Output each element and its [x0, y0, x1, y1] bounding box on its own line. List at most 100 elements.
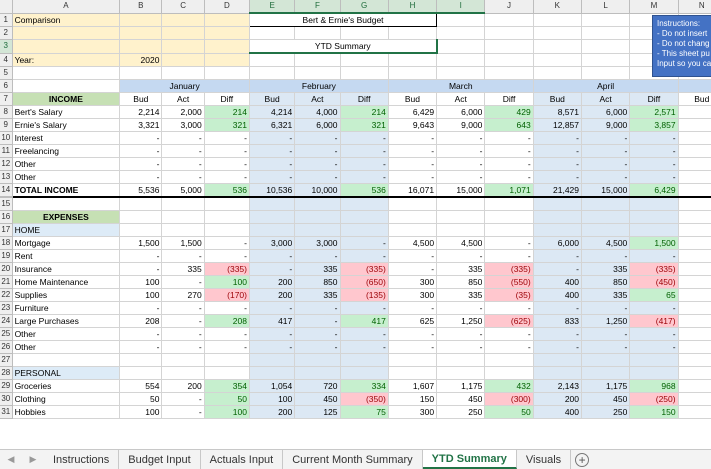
value-cell[interactable]: - — [161, 157, 205, 171]
value-cell[interactable]: - — [436, 340, 486, 354]
cell[interactable] — [340, 353, 389, 367]
value-cell[interactable]: - — [581, 301, 631, 315]
cell[interactable] — [204, 66, 250, 80]
value-cell[interactable]: 3,000 — [161, 118, 205, 132]
value-cell[interactable]: 200 — [249, 405, 296, 419]
sheet-title[interactable]: Comparison — [12, 13, 121, 27]
cell[interactable] — [204, 196, 250, 211]
cell[interactable] — [581, 210, 631, 224]
value-cell[interactable]: 300 — [388, 288, 438, 302]
cell[interactable] — [161, 196, 205, 211]
tab-budget-input[interactable]: Budget Input — [119, 450, 201, 469]
value-cell[interactable]: 335 — [581, 262, 631, 276]
value-cell[interactable]: - — [119, 262, 163, 276]
value-cell[interactable]: - — [629, 144, 679, 158]
value-cell[interactable]: 2,571 — [629, 105, 679, 119]
cell[interactable] — [119, 223, 163, 237]
cell[interactable] — [533, 53, 583, 67]
value-cell[interactable]: 6,000 — [294, 118, 341, 132]
value-cell[interactable]: - — [436, 170, 486, 184]
row-header[interactable]: 6 — [0, 79, 13, 93]
cell[interactable] — [629, 353, 679, 367]
cell[interactable] — [678, 210, 711, 224]
row-label[interactable]: Freelancing — [12, 144, 121, 158]
value-cell[interactable] — [678, 275, 711, 289]
value-cell[interactable]: - — [294, 144, 341, 158]
subheader-cell[interactable]: Diff — [340, 92, 389, 106]
value-cell[interactable]: - — [533, 301, 583, 315]
value-cell[interactable]: - — [204, 236, 250, 250]
row-label[interactable]: Large Purchases — [12, 314, 121, 328]
row-header[interactable]: 24 — [0, 314, 13, 328]
row-label[interactable]: Hobbies — [12, 405, 121, 419]
cell[interactable] — [119, 210, 163, 224]
value-cell[interactable]: 321 — [340, 118, 389, 132]
personal-subsection[interactable]: PERSONAL — [12, 366, 121, 380]
value-cell[interactable]: 50 — [204, 392, 250, 406]
cell[interactable] — [581, 353, 631, 367]
cell[interactable] — [581, 366, 631, 380]
value-cell[interactable]: - — [533, 144, 583, 158]
row-header[interactable]: 18 — [0, 236, 13, 250]
month-header[interactable]: February — [249, 79, 389, 93]
value-cell[interactable]: 1,250 — [436, 314, 486, 328]
value-cell[interactable]: - — [294, 131, 341, 145]
row-header[interactable]: 11 — [0, 144, 13, 158]
value-cell[interactable]: 4,500 — [581, 236, 631, 250]
value-cell[interactable]: - — [629, 170, 679, 184]
value-cell[interactable]: 335 — [436, 262, 486, 276]
value-cell[interactable]: - — [484, 144, 534, 158]
value-cell[interactable]: (250) — [629, 392, 679, 406]
cell[interactable] — [12, 39, 121, 54]
value-cell[interactable]: 850 — [436, 275, 486, 289]
cell[interactable] — [484, 353, 534, 367]
value-cell[interactable]: 643 — [484, 118, 534, 132]
cell[interactable] — [388, 53, 438, 67]
value-cell[interactable]: - — [484, 340, 534, 354]
cell[interactable] — [533, 26, 583, 40]
row-label[interactable]: Clothing — [12, 392, 121, 406]
row-header[interactable]: 7 — [0, 92, 13, 106]
value-cell[interactable]: 100 — [119, 405, 163, 419]
value-cell[interactable]: - — [533, 170, 583, 184]
cell[interactable] — [484, 223, 534, 237]
cell[interactable] — [581, 53, 631, 67]
cell[interactable] — [388, 26, 438, 40]
month-header[interactable]: April — [533, 79, 679, 93]
value-cell[interactable]: 450 — [581, 392, 631, 406]
row-label[interactable]: Bert's Salary — [12, 105, 121, 119]
value-cell[interactable]: (170) — [204, 288, 250, 302]
value-cell[interactable]: 417 — [249, 314, 296, 328]
value-cell[interactable] — [678, 301, 711, 315]
value-cell[interactable]: - — [533, 157, 583, 171]
cell[interactable] — [533, 196, 583, 211]
cell[interactable] — [678, 353, 711, 367]
value-cell[interactable]: 150 — [388, 392, 438, 406]
value-cell[interactable]: - — [484, 327, 534, 341]
row-label[interactable]: Interest — [12, 131, 121, 145]
value-cell[interactable] — [678, 157, 711, 171]
value-cell[interactable]: - — [161, 144, 205, 158]
value-cell[interactable]: - — [249, 340, 296, 354]
value-cell[interactable]: 9,000 — [436, 118, 486, 132]
subheader-cell[interactable]: Bud — [533, 92, 583, 106]
cell[interactable] — [436, 26, 486, 40]
value-cell[interactable]: 150 — [629, 405, 679, 419]
value-cell[interactable]: - — [249, 327, 296, 341]
value-cell[interactable]: - — [629, 301, 679, 315]
value-cell[interactable]: 554 — [119, 379, 163, 393]
value-cell[interactable] — [678, 405, 711, 419]
value-cell[interactable]: 536 — [340, 183, 389, 198]
cell[interactable] — [119, 353, 163, 367]
value-cell[interactable]: - — [294, 157, 341, 171]
value-cell[interactable]: 10, — [678, 105, 711, 119]
value-cell[interactable]: - — [161, 249, 205, 263]
value-cell[interactable]: - — [340, 301, 389, 315]
cell[interactable] — [119, 26, 163, 40]
row-header[interactable]: 5 — [0, 66, 13, 80]
cell[interactable] — [119, 39, 163, 54]
cell[interactable] — [533, 210, 583, 224]
tab-ytd-summary[interactable]: YTD Summary — [422, 450, 517, 469]
value-cell[interactable]: 21,429 — [533, 183, 583, 198]
cell[interactable] — [581, 66, 631, 80]
